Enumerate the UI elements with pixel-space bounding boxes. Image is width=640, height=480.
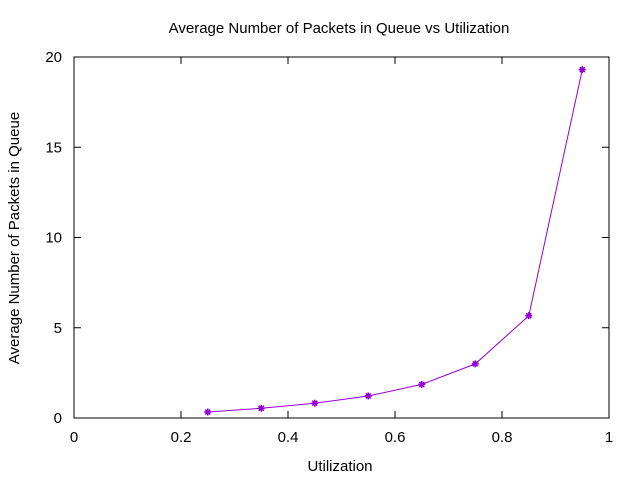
data-point	[257, 404, 265, 412]
y-tick-label: 10	[45, 230, 62, 247]
y-axis-ticks: 0 5 10 15 20	[45, 49, 609, 427]
data-point	[525, 312, 533, 320]
y-tick-label: 0	[54, 410, 62, 427]
x-tick-label: 0.2	[171, 429, 192, 446]
y-tick-label: 5	[54, 320, 62, 337]
data-point	[471, 360, 479, 368]
data-point	[364, 392, 372, 400]
data-point	[418, 380, 426, 388]
x-tick-label: 0.6	[385, 429, 406, 446]
data-point	[578, 66, 586, 74]
x-tick-label: 1	[605, 429, 613, 446]
plot-frame	[73, 56, 610, 419]
chart-title: Average Number of Packets in Queue vs Ut…	[169, 20, 510, 37]
series-line	[207, 69, 583, 413]
y-tick-label: 15	[45, 139, 62, 156]
x-axis-ticks: 0 0.2 0.4 0.6 0.8 1	[70, 57, 613, 446]
data-point	[204, 408, 212, 416]
y-tick-label: 20	[45, 49, 62, 66]
series-layer	[204, 66, 586, 416]
x-tick-label: 0.4	[278, 429, 299, 446]
y-axis-label: Average Number of Packets in Queue	[6, 112, 23, 364]
x-tick-label: 0.8	[492, 429, 513, 446]
x-tick-label: 0	[70, 429, 78, 446]
x-axis-label: Utilization	[307, 458, 372, 475]
data-point	[311, 399, 319, 407]
